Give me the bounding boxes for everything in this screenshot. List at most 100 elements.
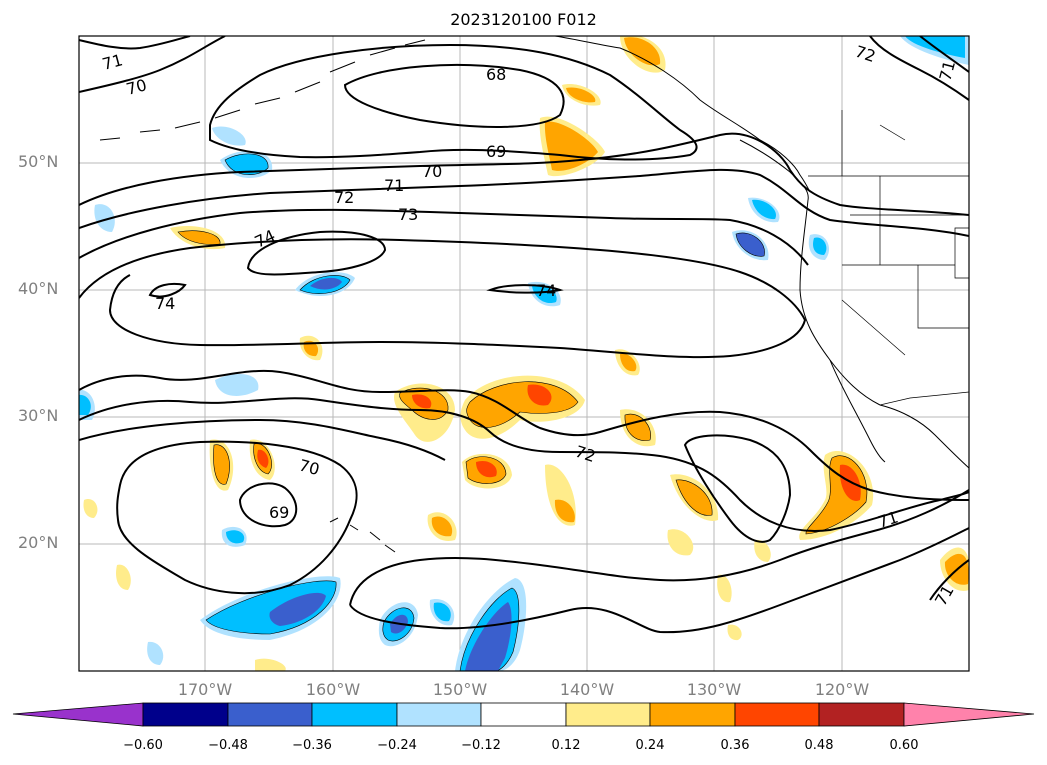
- contour-line: [246, 230, 387, 276]
- positive-anomaly-shading: [83, 36, 969, 671]
- anomaly-blob: [476, 460, 497, 478]
- anomaly-blob: [620, 353, 637, 372]
- baja-coast: [829, 359, 886, 463]
- contour-line: [116, 440, 358, 595]
- anomaly-blob: [255, 658, 286, 671]
- colorbar-tick: 0.24: [635, 738, 665, 753]
- contour-line: [349, 527, 969, 634]
- anomaly-blob: [433, 602, 451, 622]
- colorbar-segment: [565, 702, 651, 727]
- colorbar-tick: −0.36: [292, 738, 332, 753]
- anomaly-blob: [532, 285, 557, 304]
- colorbar-segment: [818, 702, 905, 727]
- anomaly-blob: [412, 394, 432, 409]
- colorbar-tick: 0.36: [720, 738, 750, 753]
- canada-province-border: [841, 110, 906, 176]
- lon-label: 170°W: [177, 680, 233, 699]
- anomaly-blob: [94, 204, 115, 232]
- contour-label: 72: [334, 188, 354, 207]
- lon-label: 140°W: [559, 680, 615, 699]
- colorbar-segment: [142, 702, 229, 727]
- colorbar-segment: [311, 702, 398, 727]
- contour-label: 69: [269, 503, 289, 522]
- lon-label: 130°W: [686, 680, 742, 699]
- coastlines: [99, 36, 969, 553]
- map-frame: [78, 35, 970, 672]
- anomaly-blob: [624, 37, 661, 66]
- contour-line: [148, 282, 187, 298]
- anomaly-blob: [147, 641, 164, 665]
- anomaly-blob: [226, 530, 245, 544]
- anomaly-blob: [752, 199, 776, 220]
- anomaly-blob: [257, 449, 269, 468]
- contour-line: [869, 36, 969, 101]
- anomaly-blob: [215, 374, 259, 396]
- anomaly-blob: [303, 340, 319, 357]
- bc-coast: [739, 139, 809, 201]
- contour-line: [343, 64, 565, 128]
- us-mexico-border: [879, 391, 969, 406]
- contour-labels: 71 70 68 69 70 71 72 73 74 74 74 72 70 6…: [100, 42, 959, 609]
- contour-line: [79, 132, 969, 216]
- aleutian-islands: [99, 39, 426, 141]
- anomaly-blob: [213, 444, 230, 485]
- contour-line: [79, 418, 446, 461]
- contour-line: [929, 559, 969, 601]
- contour-line: [919, 36, 969, 73]
- contour-line: [238, 482, 298, 528]
- contour-line: [349, 489, 969, 606]
- colorbar-tick: −0.48: [208, 738, 248, 753]
- anomaly-blob: [735, 232, 765, 257]
- contour-label: 70: [297, 456, 322, 480]
- negative-anomaly-shading: [79, 36, 969, 671]
- colorbar-segment: [480, 702, 567, 727]
- hawaii-islands: [329, 517, 396, 553]
- contour-label: 71: [384, 176, 404, 195]
- colorbar-tick: 0.60: [889, 738, 919, 753]
- colorbar: [12, 702, 1035, 727]
- contour-label: 73: [398, 205, 418, 224]
- colorbar-tick: −0.60: [123, 738, 163, 753]
- contour-line: [486, 284, 564, 294]
- anomaly-blob: [212, 126, 246, 146]
- colorbar-extend-max: [903, 702, 1035, 727]
- anomaly-blob: [465, 602, 512, 671]
- colorbar-segment: [396, 702, 482, 727]
- anomaly-blob: [269, 592, 326, 626]
- colorbar-segment: [734, 702, 820, 727]
- contour-label: 70: [124, 75, 149, 99]
- borders: [808, 110, 969, 406]
- contour-line: [79, 36, 226, 93]
- anomaly-blob: [205, 580, 337, 635]
- anomaly-blob: [224, 153, 269, 175]
- anomaly-blob: [527, 384, 552, 406]
- colorbar-extend-min: [12, 702, 144, 727]
- contour-line: [683, 434, 792, 543]
- state-borders: [841, 176, 969, 356]
- map-title: 2023120100 F012: [450, 10, 597, 29]
- contour-line: [79, 208, 809, 266]
- anomaly-blob: [754, 539, 771, 562]
- colorbar-tick: −0.12: [461, 738, 501, 753]
- colorbar-segment: [649, 702, 736, 727]
- map-area: 71 70 68 69 70 71 72 73 74 74 74 72 70 6…: [79, 36, 969, 671]
- contour-label: 71: [936, 58, 960, 83]
- lon-label: 150°W: [432, 680, 488, 699]
- colorbar-tick: 0.12: [551, 738, 581, 753]
- contour-line: [79, 369, 969, 501]
- contour-line: [79, 36, 191, 50]
- anomaly-blob: [310, 277, 342, 290]
- height-contours: [79, 36, 969, 634]
- lat-label: 20°N: [18, 533, 59, 552]
- alaska-coast: [554, 36, 811, 193]
- contour-label: 71: [100, 50, 125, 74]
- contour-label: 74: [155, 294, 175, 313]
- anomaly-blob: [83, 499, 98, 518]
- anomaly-blob: [116, 564, 131, 590]
- anomaly-blob: [431, 516, 453, 537]
- anomaly-blob: [667, 529, 694, 556]
- anomaly-blob: [79, 394, 91, 415]
- contour-line: [79, 397, 969, 532]
- lat-label: 30°N: [18, 406, 59, 425]
- lon-label: 160°W: [305, 680, 361, 699]
